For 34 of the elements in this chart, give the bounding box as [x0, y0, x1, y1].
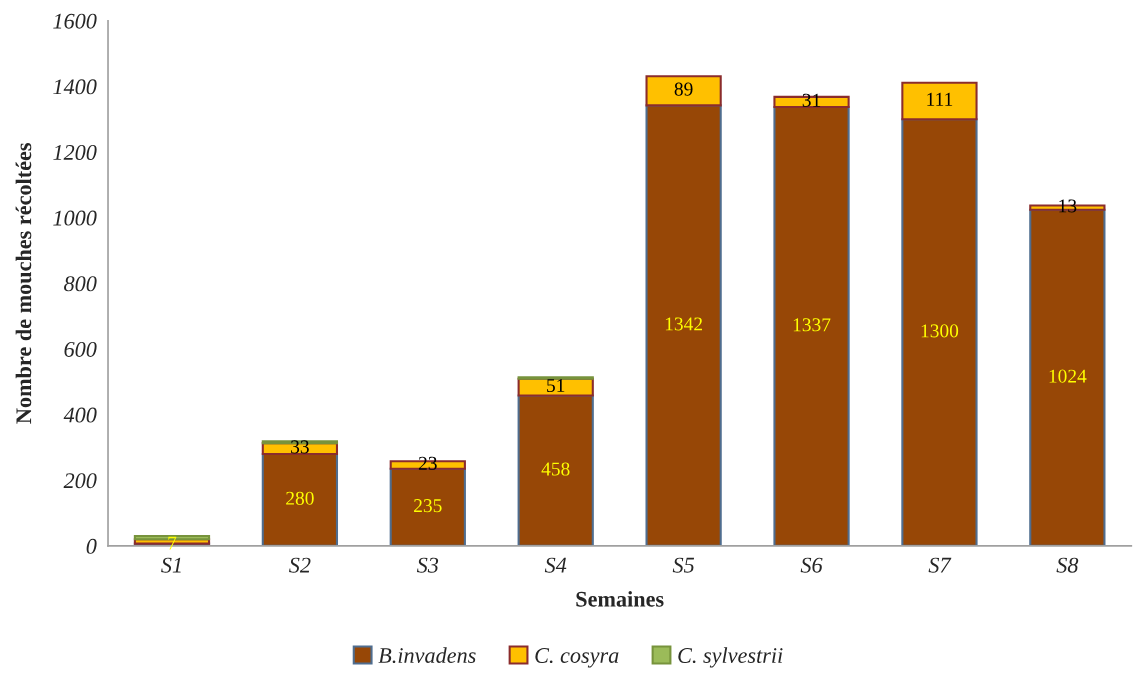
x-tick-label: S5 — [672, 557, 695, 573]
y-tick-label: 1000 — [53, 210, 97, 226]
y-tick-label: 800 — [64, 276, 97, 292]
y-tick-label: 400 — [63, 407, 97, 423]
y-tick-label: 200 — [63, 473, 97, 489]
y-tick-label: 1400 — [53, 79, 97, 95]
legend-label: B.invadens — [378, 647, 476, 664]
x-tick-label: S2 — [289, 557, 311, 573]
data-label: 280 — [286, 491, 314, 505]
x-tick-label: S3 — [416, 557, 439, 573]
y-tick-label: 600 — [64, 341, 97, 357]
data-label: 51 — [547, 379, 565, 393]
legend-label: C. sylvestrii — [678, 647, 783, 668]
x-tick-label: S7 — [928, 557, 952, 573]
data-label: 89 — [674, 82, 693, 96]
data-label: 7 — [168, 536, 177, 550]
data-label: 1024 — [1049, 369, 1087, 383]
data-label: 458 — [541, 462, 570, 476]
data-label: 1300 — [921, 324, 959, 338]
data-label: 1342 — [665, 317, 702, 331]
y-tick-label: 0 — [86, 538, 97, 554]
y-tick-label: 1200 — [53, 144, 97, 160]
x-tick-label: S8 — [1056, 557, 1079, 573]
x-tick-label: S1 — [161, 557, 181, 573]
x-tick-label: S4 — [544, 557, 567, 573]
data-label: 1337 — [793, 318, 831, 332]
data-label: 235 — [414, 499, 442, 513]
legend-label: C. cosyra — [535, 648, 619, 668]
data-label: 111 — [927, 92, 953, 106]
data-label: 33 — [291, 440, 309, 454]
x-tick-label: S6 — [800, 557, 823, 573]
y-axis-title: Nombre de mouches récoltées — [15, 143, 32, 424]
y-tick-label: 1600 — [53, 13, 97, 29]
x-axis-title: Semaines — [576, 591, 664, 607]
